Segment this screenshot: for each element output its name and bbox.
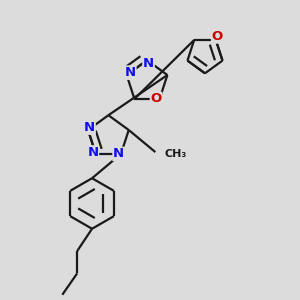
Text: N: N (125, 66, 136, 79)
Text: N: N (84, 121, 95, 134)
Text: O: O (150, 92, 162, 106)
Text: N: N (113, 147, 124, 161)
Text: N: N (87, 146, 98, 159)
Text: N: N (143, 57, 154, 70)
Text: CH₃: CH₃ (164, 148, 187, 159)
Text: O: O (212, 30, 223, 43)
